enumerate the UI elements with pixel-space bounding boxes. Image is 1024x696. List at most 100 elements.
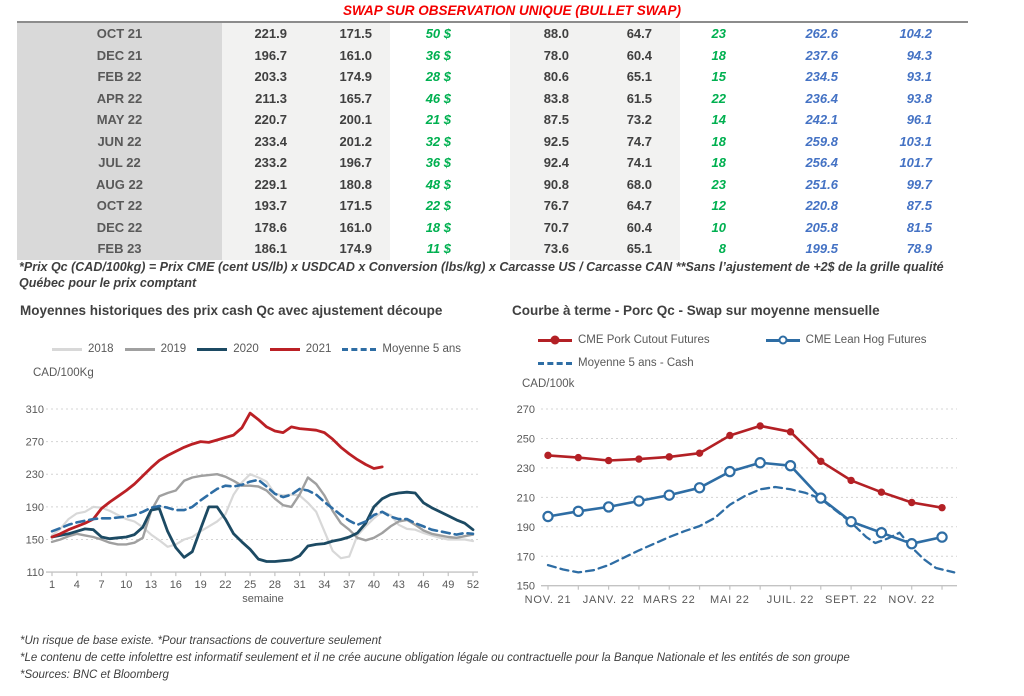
marker-open-circle [724,465,736,478]
svg-text:250: 250 [517,433,535,445]
svg-text:31: 31 [294,579,306,591]
table-cell: 96.1 [906,112,932,127]
marker-open-circle [875,526,888,539]
table-cell: JUL 22 [17,152,222,174]
svg-text:230: 230 [517,463,535,475]
table-cell: 99.7 [906,176,932,192]
table-cell: 50 $ [425,26,451,41]
table-cell: 65.1 [597,66,680,88]
table-cell: 237.6 [805,47,838,63]
svg-text:22: 22 [219,579,231,591]
legend-item-moyenne-5-ans: Moyenne 5 ans [342,343,461,355]
table-cell: 93.8 [906,90,932,106]
marker-filled-circle [786,428,795,436]
right-chart: 150 170 190 210 230 250 270 NOV. 21 JANV. 22 MARS… [517,404,957,606]
table-cell: 36 $ [425,155,451,170]
table-cell: 101.7 [899,155,932,170]
table-cell-filler [940,238,968,260]
table-cell-filler [940,44,968,66]
footnote-line: *Sources: BNC et Bloomberg [20,669,169,681]
table-cell: 234.5 [805,69,838,84]
table-cell: 165.7 [320,87,390,109]
table-cell: 64.7 [597,23,680,45]
table-cell: DEC 22 [17,216,222,238]
table-row: FEB 22 203.3 174.9 28 $ 80.6 65.1 15 234.5 93.1 [17,66,968,88]
svg-text:16: 16 [170,579,182,591]
dashed-line-swatch [342,347,377,351]
table-cell: 73.6 [510,238,597,260]
table-cell: 94.3 [906,47,932,63]
table-cell-filler [940,152,968,174]
table-cell: 178.6 [222,216,320,238]
table-cell: 171.5 [320,195,390,217]
table-cell: MAY 22 [17,109,222,131]
left-chart-legend: 2018 2019 2020 2021 Moyenne 5 ans [52,343,472,355]
svg-text:JANV. 22: JANV. 22 [583,594,635,606]
series-Moyenne 5 ans [50,478,475,536]
dashed-line-swatch [538,361,572,365]
table-cell: 78.9 [906,241,932,256]
table-cell: 81.5 [906,219,932,235]
table-cell: DEC 21 [17,44,222,66]
marker-open-circle [906,538,918,550]
legend-item-moyenne-cash: Moyenne 5 ans - Cash [538,357,694,369]
svg-text:170: 170 [517,551,535,563]
marker-open-circle [784,459,797,472]
legend-label: Moyenne 5 ans [382,343,462,355]
table-cell: 259.8 [805,133,838,149]
svg-text:19: 19 [194,579,206,591]
marker-filled-circle [938,503,946,512]
table-cell: 12 [711,198,726,213]
marker-filled-circle [635,455,643,463]
table-cell: 200.1 [320,109,390,131]
table-cell: 174.9 [320,66,390,88]
table-cell: 76.7 [510,195,597,217]
table-cell: 64.7 [597,195,680,217]
table-cell: 78.0 [510,44,597,66]
table-cell: 220.7 [222,109,320,131]
marker-open-circle [602,501,615,513]
page-title: SWAP SUR OBSERVATION UNIQUE (BULLET SWAP… [342,3,681,18]
bottom-footnotes: *Un risque de base existe. *Pour transac… [20,633,1012,684]
svg-text:52: 52 [467,579,479,591]
table-cell: 161.0 [320,216,390,238]
table-cell: 36 $ [425,47,451,63]
table-cell: 90.8 [510,173,597,195]
table-cell: 18 [711,155,726,170]
table-cell: 205.8 [805,219,838,235]
table-cell: 221.9 [222,23,320,45]
table-cell: AUG 22 [17,173,222,195]
table-cell: 161.0 [320,44,390,66]
table-cell: 92.5 [510,130,597,152]
series-2020 [50,490,475,563]
table-cell: 256.4 [805,155,838,170]
marker-open-circle [663,489,675,501]
table-cell: 48 $ [425,176,451,192]
table-cell: 104.2 [899,26,932,41]
table-cell: 92.4 [510,152,597,174]
table-cell: 8 [718,241,726,256]
table-row: DEC 21 196.7 161.0 36 $ 78.0 60.4 18 237.6 94.3 [17,44,968,66]
table-cell: 74.7 [597,130,680,152]
table-cell: 22 [711,90,726,106]
data-table: OCT 21 221.9 171.5 50 $88.0 64.7 23 262.6 104.2… [17,21,968,260]
table-cell: 242.1 [805,112,838,127]
table-cell: 18 $ [425,219,451,235]
table-cell: 11 $ [426,241,451,256]
marker-filled-circle [877,488,886,496]
svg-text:MARS 22: MARS 22 [643,594,696,606]
svg-text:150: 150 [26,534,44,546]
table-cell: 18 [711,47,726,63]
marker-filled-circle [847,476,855,485]
table-cell: 32 $ [425,133,451,149]
table-cell-filler [940,23,968,45]
table-cell: 73.2 [597,109,680,131]
series-Moyenne 5 ans - Cash [546,485,956,574]
legend-label: 2019 [160,343,187,355]
svg-text:37: 37 [343,579,355,591]
table-cell: 23 [711,26,726,41]
table-cell: 80.6 [510,66,597,88]
legend-label: 2018 [88,343,114,355]
table-cell: 203.3 [222,66,320,88]
legend-item-2018: 2018 [52,343,114,355]
